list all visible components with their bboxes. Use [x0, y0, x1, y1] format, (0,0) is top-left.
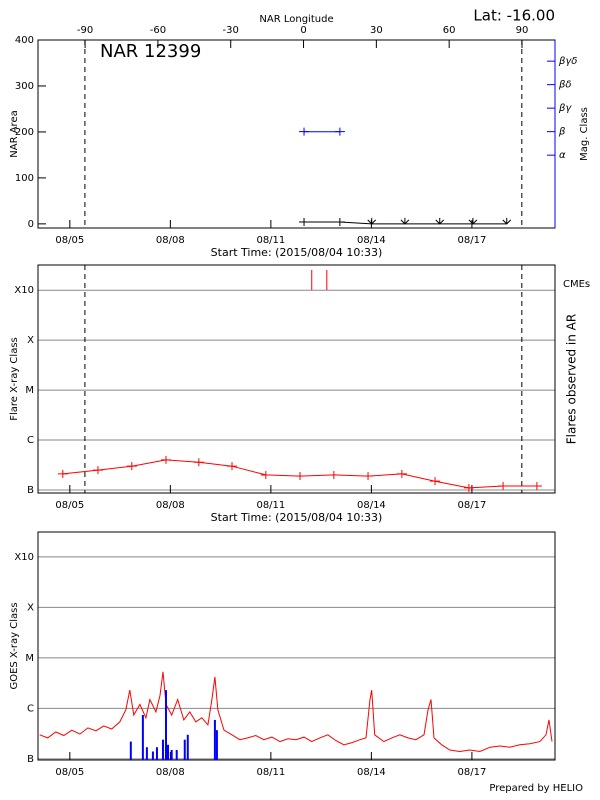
- data-point: [430, 477, 441, 486]
- data-point: [463, 483, 474, 492]
- y2-axis-label: Mag. Class: [579, 107, 590, 161]
- y-tick-label: X10: [14, 552, 34, 563]
- plot-frame: [37, 531, 556, 761]
- y-tick-label: 200: [15, 127, 34, 138]
- y2-tick-label: βγ: [558, 103, 572, 114]
- data-point: [502, 217, 512, 225]
- y-tick-label: X: [27, 335, 34, 346]
- data-point: [396, 469, 407, 478]
- y-tick-label: 400: [15, 35, 34, 46]
- x2-tick-label: 60: [443, 25, 456, 36]
- y-tick-label: 100: [15, 173, 34, 184]
- x-tick-label: 08/08: [156, 235, 185, 246]
- y-tick-label: M: [25, 385, 34, 396]
- data-point: [260, 470, 271, 479]
- annotation: Lat: -16.00: [473, 7, 555, 25]
- data-point: [193, 458, 204, 467]
- data-point: [126, 462, 137, 471]
- cme-label: CMEs: [563, 279, 590, 290]
- data-point: [498, 482, 509, 491]
- data-point: [468, 217, 478, 225]
- y-tick-label: X10: [14, 285, 34, 296]
- data-point: [92, 466, 103, 475]
- x-tick-label: 08/11: [256, 767, 285, 778]
- data-point: [299, 218, 310, 227]
- x2-axis-label: NAR Longitude: [259, 14, 333, 25]
- plot-frame: [37, 264, 556, 494]
- data-point: [295, 472, 306, 481]
- x-tick-label: 08/11: [256, 235, 285, 246]
- x2-tick-label: 30: [370, 25, 383, 36]
- y-axis-label: GOES X-ray Class: [9, 602, 20, 689]
- x-tick-label: 08/08: [156, 767, 185, 778]
- x-tick-label: 08/08: [156, 500, 185, 511]
- x-tick-label: 08/05: [55, 500, 84, 511]
- x2-tick-label: 90: [516, 25, 529, 36]
- data-point: [531, 482, 542, 491]
- y-tick-label: 300: [15, 81, 34, 92]
- x-tick-label: 08/17: [457, 767, 486, 778]
- x-tick-label: 08/17: [457, 500, 486, 511]
- y-tick-label: 0: [28, 219, 34, 230]
- data-point: [227, 462, 238, 471]
- x2-tick-label: -60: [150, 25, 166, 36]
- x-axis-label: Start Time: (2015/08/04 10:33): [211, 246, 383, 259]
- y2-tick-label: βδ: [558, 80, 572, 91]
- y2-tick-label: β: [558, 127, 566, 138]
- footer: Prepared by HELIO: [489, 783, 583, 794]
- y-axis-label: Flare X-ray Class: [9, 337, 20, 421]
- y-tick-label: X: [27, 602, 34, 613]
- x-axis-label: Start Time: (2015/08/04 10:33): [211, 511, 383, 524]
- y2-axis-label: Flares observed in AR: [565, 314, 579, 444]
- y2-tick-label: α: [559, 150, 566, 161]
- data-point: [57, 469, 68, 478]
- data-point: [400, 217, 410, 225]
- chart-title: NAR 12399: [100, 41, 201, 62]
- x2-tick-label: -30: [223, 25, 239, 36]
- x2-tick-label: -90: [77, 25, 93, 36]
- y-tick-label: M: [25, 653, 34, 664]
- y2-tick-label: βγδ: [558, 56, 577, 67]
- y-tick-label: C: [27, 703, 34, 714]
- x-tick-label: 08/17: [457, 235, 486, 246]
- data-point: [328, 470, 339, 479]
- x-tick-label: 08/11: [256, 500, 285, 511]
- x2-tick-label: 0: [300, 25, 306, 36]
- data-point: [363, 472, 374, 481]
- x-tick-label: 08/14: [357, 500, 386, 511]
- data-point: [334, 218, 345, 227]
- x-tick-label: 08/05: [55, 235, 84, 246]
- y-axis-label: NAR Area: [9, 110, 20, 157]
- y-tick-label: C: [27, 435, 34, 446]
- series-line: [39, 671, 553, 753]
- x-tick-label: 08/14: [357, 767, 386, 778]
- x-tick-label: 08/05: [55, 767, 84, 778]
- x-tick-label: 08/14: [357, 235, 386, 246]
- data-point: [435, 217, 445, 225]
- data-point: [367, 217, 377, 225]
- data-point: [299, 127, 310, 136]
- y-tick-label: B: [27, 485, 34, 496]
- data-point: [334, 127, 345, 136]
- y-tick-label: B: [27, 754, 34, 765]
- data-point: [160, 455, 171, 464]
